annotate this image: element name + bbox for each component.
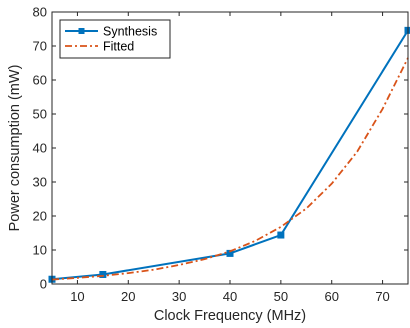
x-tick-label: 30 bbox=[172, 289, 186, 304]
y-tick-label: 70 bbox=[33, 39, 47, 54]
x-tick-label: 70 bbox=[375, 289, 389, 304]
y-tick-label: 20 bbox=[33, 209, 47, 224]
legend-label-fitted: Fitted bbox=[103, 40, 134, 54]
x-tick-label: 40 bbox=[223, 289, 237, 304]
x-tick-label: 60 bbox=[324, 289, 338, 304]
series-line-fitted bbox=[52, 58, 408, 280]
x-axis-label: Clock Frequency (MHz) bbox=[154, 308, 306, 324]
data-point-synthesis bbox=[278, 232, 284, 238]
legend-marker-synthesis bbox=[79, 28, 85, 34]
y-axis-label: Power consumption (mW) bbox=[7, 65, 23, 232]
y-tick-label: 60 bbox=[33, 73, 47, 88]
y-tick-label: 50 bbox=[33, 107, 47, 122]
y-tick-label: 80 bbox=[33, 5, 47, 20]
y-tick-label: 10 bbox=[33, 243, 47, 258]
series-layer bbox=[49, 27, 410, 282]
y-tick-label: 0 bbox=[40, 277, 47, 292]
y-tick-label: 30 bbox=[33, 175, 47, 190]
x-tick-label: 50 bbox=[274, 289, 288, 304]
x-tick-label: 10 bbox=[70, 289, 84, 304]
y-tick-label: 40 bbox=[33, 141, 47, 156]
x-tick-label: 20 bbox=[121, 289, 135, 304]
legend-label-synthesis: Synthesis bbox=[103, 25, 157, 39]
